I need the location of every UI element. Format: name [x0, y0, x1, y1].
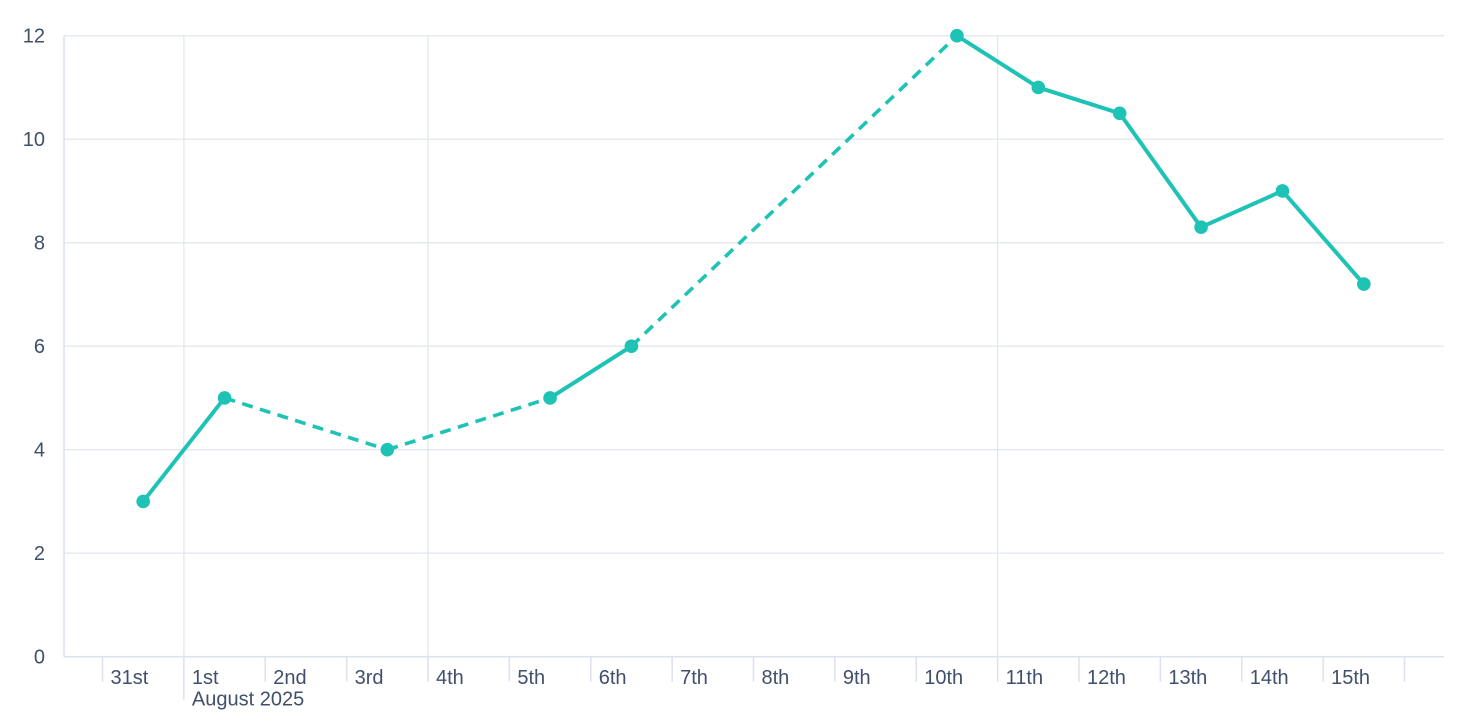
line-segment-solid — [955, 34, 1040, 90]
line-segment-solid — [1037, 85, 1121, 116]
y-tick-label: 8 — [34, 233, 45, 255]
x-tick-label: 2nd — [273, 667, 306, 689]
x-tick-label: 4th — [436, 667, 464, 689]
month-label: August 2025 — [192, 689, 304, 711]
line-segment-solid — [1118, 112, 1203, 229]
data-point[interactable] — [950, 28, 964, 43]
x-tick-label: 5th — [517, 667, 545, 689]
data-point[interactable] — [380, 442, 395, 457]
data-point[interactable] — [624, 339, 639, 354]
data-point[interactable] — [1275, 184, 1290, 198]
y-tick-label: 4 — [34, 440, 45, 462]
y-tick-label: 12 — [23, 26, 45, 48]
y-tick-label: 0 — [34, 647, 45, 669]
y-tick-label: 6 — [34, 336, 45, 358]
data-point[interactable] — [1194, 220, 1208, 234]
x-tick-label: 31st — [111, 667, 149, 689]
data-point[interactable] — [217, 391, 232, 405]
y-tick-label: 2 — [34, 543, 45, 565]
x-tick-label: 10th — [924, 667, 963, 689]
line-segment-dashed — [386, 396, 551, 452]
data-point[interactable] — [543, 391, 557, 405]
x-tick-label: 13th — [1168, 667, 1207, 689]
y-labels: 0 2 4 6 8 10 12 — [23, 26, 45, 669]
data-point[interactable] — [136, 494, 150, 509]
series-markers — [136, 28, 1371, 509]
x-tick-label: 7th — [680, 667, 708, 689]
y-gridlines — [64, 35, 1444, 658]
x-tick-label: 11th — [1006, 667, 1043, 689]
x-tick-label: 12th — [1087, 667, 1126, 689]
series-line — [141, 34, 1366, 503]
data-point[interactable] — [1112, 106, 1127, 121]
x-gridlines — [183, 35, 999, 657]
x-tick-label: 9th — [843, 667, 871, 689]
line-segment-dashed — [224, 396, 388, 452]
x-ticks — [101, 656, 1406, 700]
data-point[interactable] — [1031, 80, 1046, 95]
line-segment-solid — [1280, 189, 1366, 286]
x-tick-label: 6th — [599, 667, 627, 689]
line-segment-solid — [548, 344, 633, 400]
data-point[interactable] — [1357, 277, 1371, 291]
x-tick-label: 14th — [1250, 667, 1289, 689]
x-tick-label: 8th — [762, 667, 790, 689]
y-tick-label: 10 — [23, 129, 45, 151]
x-tick-label: 15th — [1331, 667, 1370, 689]
line-segment-dashed — [630, 34, 959, 348]
x-tick-label: 1st — [192, 667, 219, 689]
line-segment-solid — [1200, 189, 1284, 230]
line-segment-solid — [141, 396, 227, 503]
x-tick-label: 3rd — [355, 667, 384, 689]
x-labels: 31st 1st 2nd 3rd 4th 5th 6th 7th 8th 9th 10th 11th 1… — [111, 667, 1371, 711]
